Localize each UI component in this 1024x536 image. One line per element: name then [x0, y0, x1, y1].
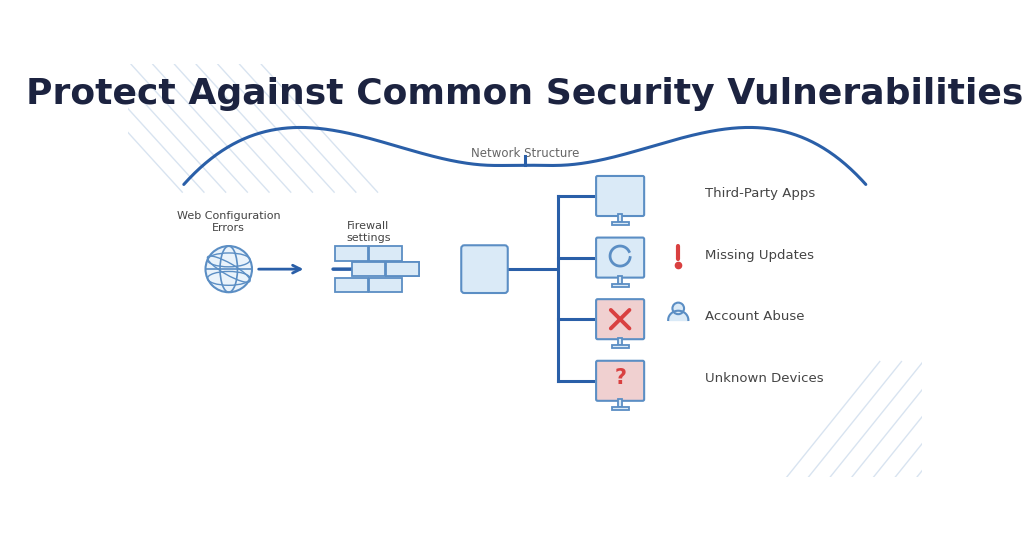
FancyBboxPatch shape	[611, 407, 629, 410]
FancyBboxPatch shape	[352, 262, 385, 277]
Text: Web Configuration
Errors: Web Configuration Errors	[177, 211, 281, 233]
FancyBboxPatch shape	[369, 278, 401, 293]
FancyBboxPatch shape	[369, 246, 401, 260]
FancyBboxPatch shape	[596, 176, 644, 216]
FancyBboxPatch shape	[596, 299, 644, 339]
FancyBboxPatch shape	[335, 278, 368, 293]
FancyBboxPatch shape	[611, 345, 629, 348]
FancyBboxPatch shape	[335, 246, 368, 260]
Text: Network Structure: Network Structure	[471, 147, 579, 160]
FancyBboxPatch shape	[617, 338, 623, 345]
Circle shape	[673, 303, 684, 314]
FancyBboxPatch shape	[617, 214, 623, 222]
Text: Account Abuse: Account Abuse	[706, 310, 805, 323]
Text: Unknown Devices: Unknown Devices	[706, 372, 824, 385]
Text: Third-Party Apps: Third-Party Apps	[706, 187, 816, 200]
Text: ?: ?	[614, 368, 626, 389]
FancyBboxPatch shape	[386, 262, 419, 277]
FancyBboxPatch shape	[617, 276, 623, 284]
FancyBboxPatch shape	[611, 284, 629, 287]
Text: Firewall
settings: Firewall settings	[346, 221, 390, 243]
FancyBboxPatch shape	[596, 361, 644, 401]
FancyBboxPatch shape	[611, 222, 629, 225]
Text: Protect Against Common Security Vulnerabilities: Protect Against Common Security Vulnerab…	[27, 77, 1023, 110]
FancyBboxPatch shape	[461, 245, 508, 293]
FancyBboxPatch shape	[596, 237, 644, 278]
FancyBboxPatch shape	[617, 399, 623, 407]
FancyBboxPatch shape	[386, 262, 419, 277]
Circle shape	[206, 246, 252, 292]
Text: Missing Updates: Missing Updates	[706, 249, 814, 262]
